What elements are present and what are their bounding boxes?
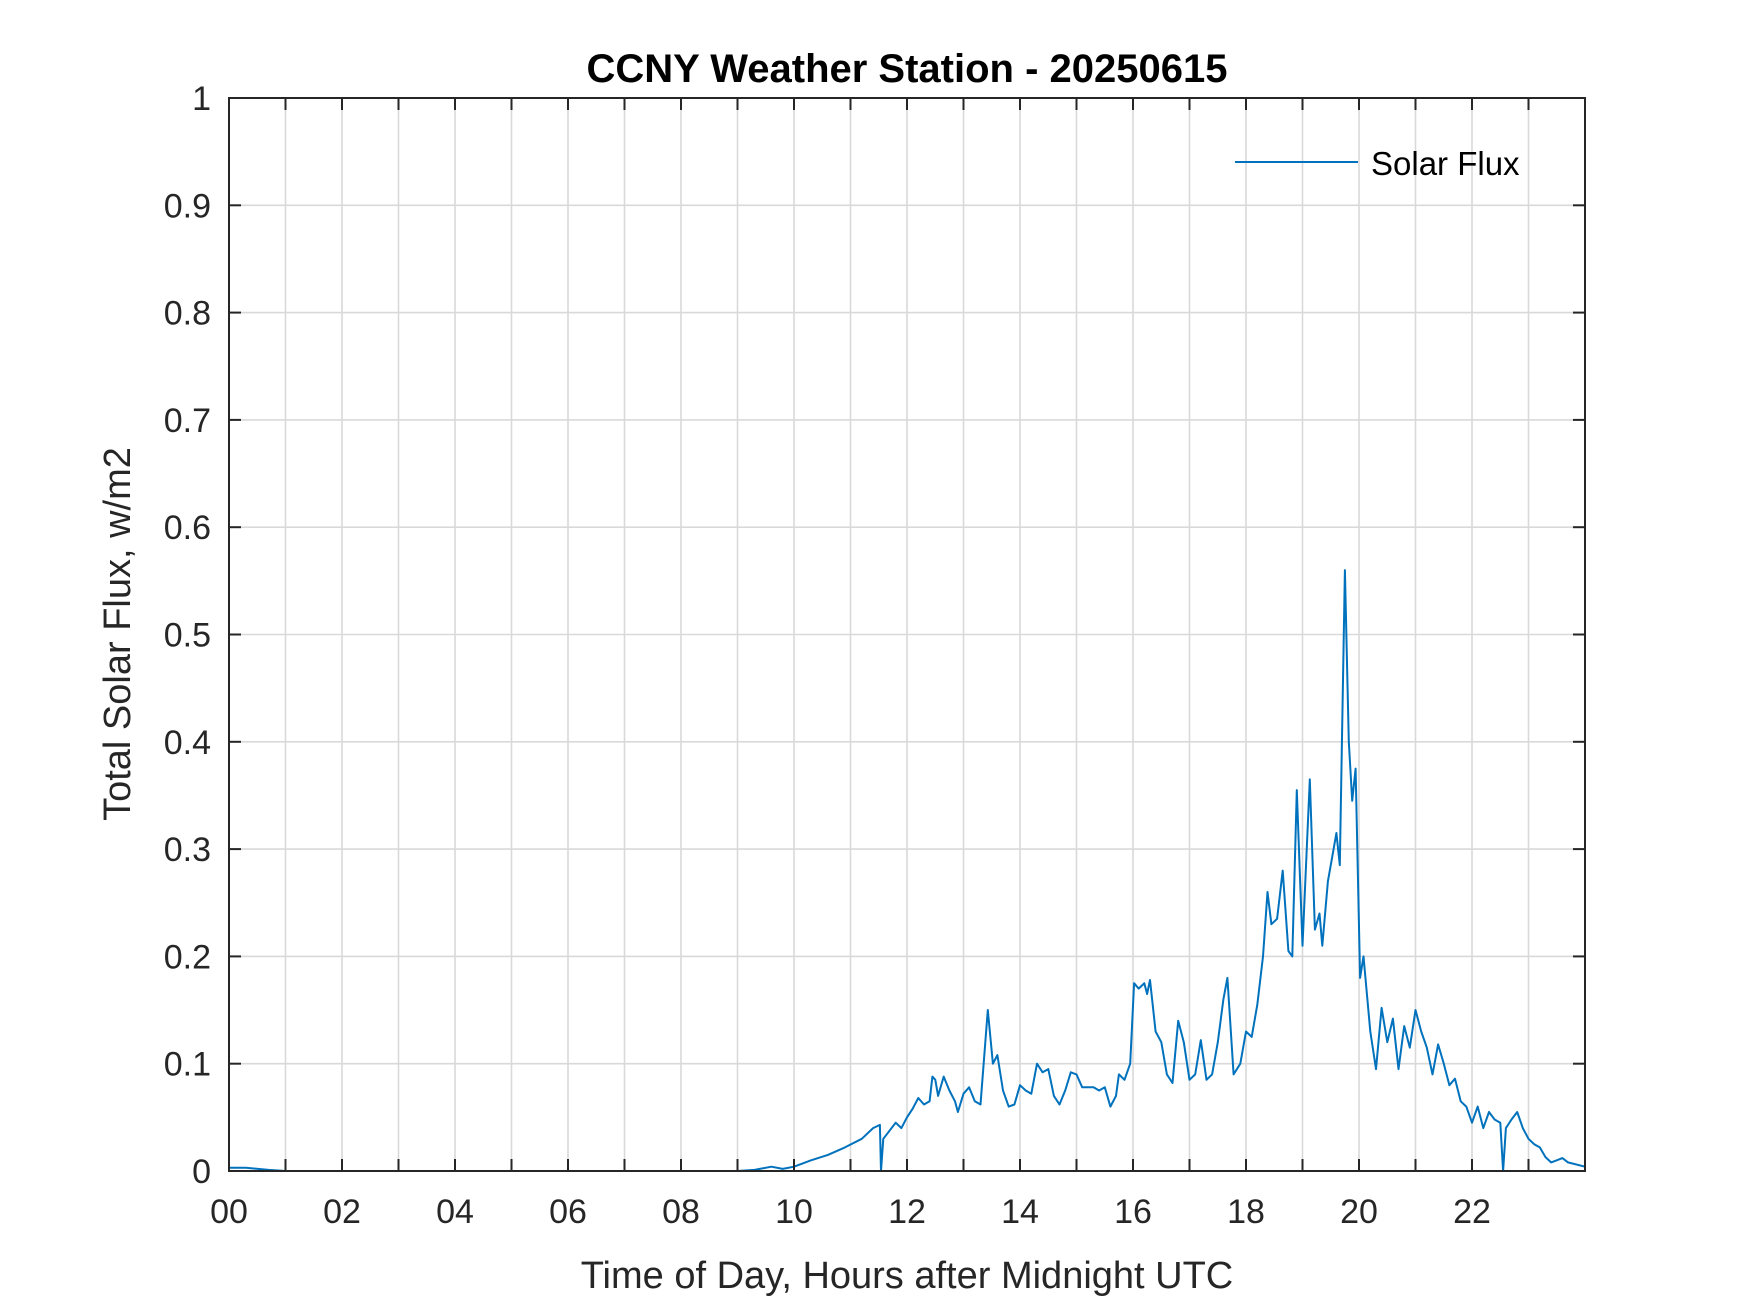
x-tick-label: 14 bbox=[1001, 1193, 1039, 1231]
x-tick-label: 16 bbox=[1114, 1193, 1152, 1231]
y-tick-label: 0.3 bbox=[164, 831, 211, 869]
y-tick-label: 0.1 bbox=[164, 1046, 211, 1084]
x-tick-label: 22 bbox=[1453, 1193, 1491, 1231]
x-tick-label: 10 bbox=[775, 1193, 813, 1231]
x-tick-label: 06 bbox=[549, 1193, 587, 1231]
y-tick-label: 0.4 bbox=[164, 724, 211, 762]
x-tick-label: 00 bbox=[210, 1193, 248, 1231]
legend: Solar Flux bbox=[1235, 145, 1520, 182]
legend-label-solar-flux: Solar Flux bbox=[1371, 145, 1520, 182]
y-tick-label: 1 bbox=[192, 80, 211, 118]
grid bbox=[229, 98, 1585, 1171]
x-tick-label: 12 bbox=[888, 1193, 926, 1231]
y-tick-label: 0.5 bbox=[164, 617, 211, 655]
y-axis-label: Total Solar Flux, w/m2 bbox=[97, 447, 139, 821]
y-tick-label: 0.8 bbox=[164, 295, 211, 333]
chart-title: CCNY Weather Station - 20250615 bbox=[587, 47, 1228, 91]
x-tick-label: 02 bbox=[323, 1193, 361, 1231]
x-axis-label: Time of Day, Hours after Midnight UTC bbox=[581, 1255, 1234, 1297]
ticks: 00 02 04 06 08 10 12 14 16 18 20 22 0 0.1 0.2 0.3 0.4 0.5… bbox=[164, 80, 1585, 1231]
y-tick-label: 0.9 bbox=[164, 187, 211, 225]
x-tick-label: 08 bbox=[662, 1193, 700, 1231]
y-tick-label: 0.6 bbox=[164, 509, 211, 547]
series-layer bbox=[229, 569, 1586, 1172]
y-tick-label: 0 bbox=[192, 1153, 211, 1191]
series-line-solar-flux bbox=[229, 569, 1586, 1172]
x-tick-label: 04 bbox=[436, 1193, 474, 1231]
y-tick-label: 0.7 bbox=[164, 402, 211, 440]
y-tick-label: 0.2 bbox=[164, 938, 211, 976]
x-tick-label: 20 bbox=[1340, 1193, 1378, 1231]
x-tick-label: 18 bbox=[1227, 1193, 1265, 1231]
